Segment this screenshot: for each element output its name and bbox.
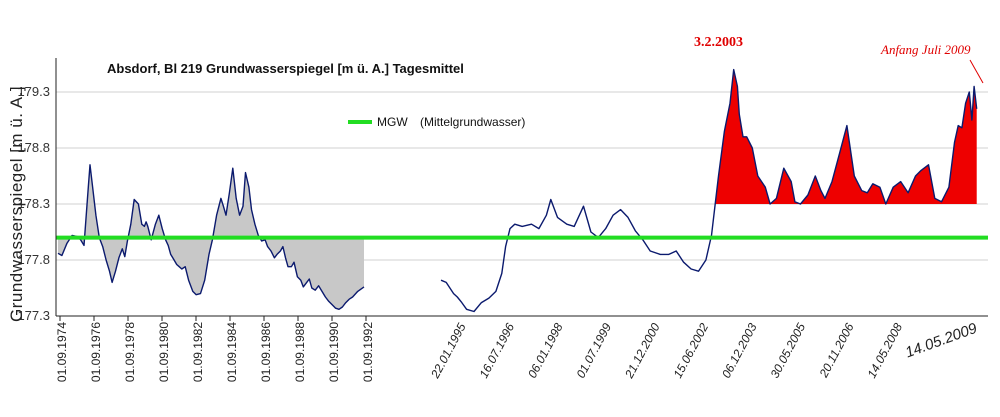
y-tick-label: 178.3 bbox=[17, 196, 50, 211]
x-tick-label: 01.09.1976 bbox=[89, 322, 103, 382]
x-tick-label: 01.09.1986 bbox=[259, 322, 273, 382]
legend-description: (Mittelgrundwasser) bbox=[420, 115, 525, 129]
axes bbox=[55, 58, 988, 317]
series-lines bbox=[57, 68, 978, 313]
y-tick-label: 177.8 bbox=[17, 252, 50, 267]
series-line bbox=[57, 164, 365, 310]
annotation-arrow bbox=[969, 59, 984, 84]
chart-title: Absdorf, Bl 219 Grundwasserspiegel [m ü.… bbox=[107, 61, 464, 76]
x-tick-label: 01.09.1982 bbox=[191, 322, 205, 382]
annotation-july-2009: Anfang Juli 2009 bbox=[880, 42, 971, 57]
deviation-fill-red bbox=[715, 69, 977, 204]
y-tick-label: 179.3 bbox=[17, 84, 50, 99]
y-tick-label: 177.3 bbox=[17, 308, 50, 323]
x-tick-label: 01.09.1992 bbox=[361, 322, 375, 382]
legend-label: MGW bbox=[377, 115, 408, 129]
x-tick-label: 01.09.1990 bbox=[327, 322, 341, 382]
x-tick-label: 01.09.1974 bbox=[55, 322, 69, 382]
x-tick-label: 01.09.1978 bbox=[123, 322, 137, 382]
x-tick-label: 01.09.1980 bbox=[157, 322, 171, 382]
x-tick-label: 01.09.1988 bbox=[293, 322, 307, 382]
series-line bbox=[440, 68, 978, 313]
y-tick-label: 178.8 bbox=[17, 140, 50, 155]
y-ticks: 177.3 177.8 178.3 178.8 179.3 bbox=[17, 84, 50, 323]
annotation-peak-2003: 3.2.2003 bbox=[694, 35, 743, 50]
x-tick-label: 01.09.1984 bbox=[225, 322, 239, 382]
y-axis-title: Grundwasserspiegel [m ü. A.] bbox=[7, 86, 26, 322]
